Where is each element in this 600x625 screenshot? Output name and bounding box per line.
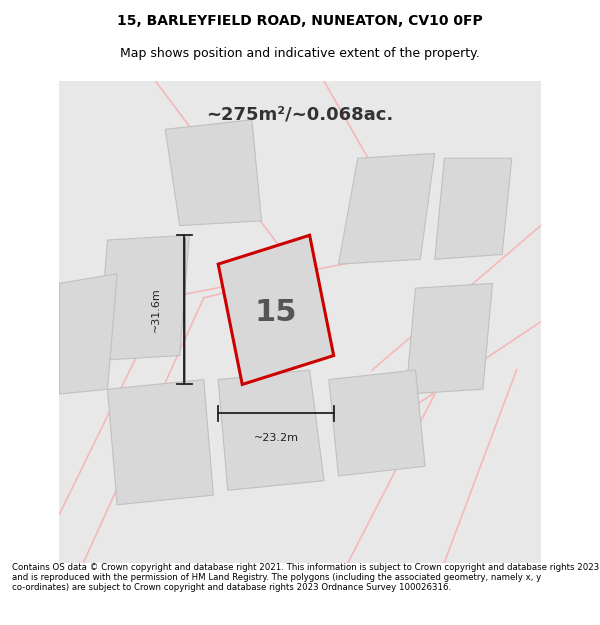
- Polygon shape: [218, 370, 324, 490]
- Polygon shape: [107, 379, 214, 505]
- Polygon shape: [59, 274, 117, 394]
- Polygon shape: [406, 283, 493, 394]
- Polygon shape: [98, 235, 190, 361]
- Polygon shape: [329, 370, 425, 476]
- Polygon shape: [165, 120, 262, 226]
- Text: ~23.2m: ~23.2m: [253, 432, 298, 442]
- Text: ~31.6m: ~31.6m: [151, 288, 160, 332]
- Polygon shape: [435, 158, 512, 259]
- Text: ~275m²/~0.068ac.: ~275m²/~0.068ac.: [206, 106, 394, 124]
- Text: 15: 15: [254, 298, 297, 327]
- Polygon shape: [218, 235, 334, 384]
- Text: Contains OS data © Crown copyright and database right 2021. This information is : Contains OS data © Crown copyright and d…: [12, 562, 599, 592]
- Text: 15, BARLEYFIELD ROAD, NUNEATON, CV10 0FP: 15, BARLEYFIELD ROAD, NUNEATON, CV10 0FP: [117, 14, 483, 28]
- Text: Map shows position and indicative extent of the property.: Map shows position and indicative extent…: [120, 48, 480, 61]
- Polygon shape: [338, 153, 435, 264]
